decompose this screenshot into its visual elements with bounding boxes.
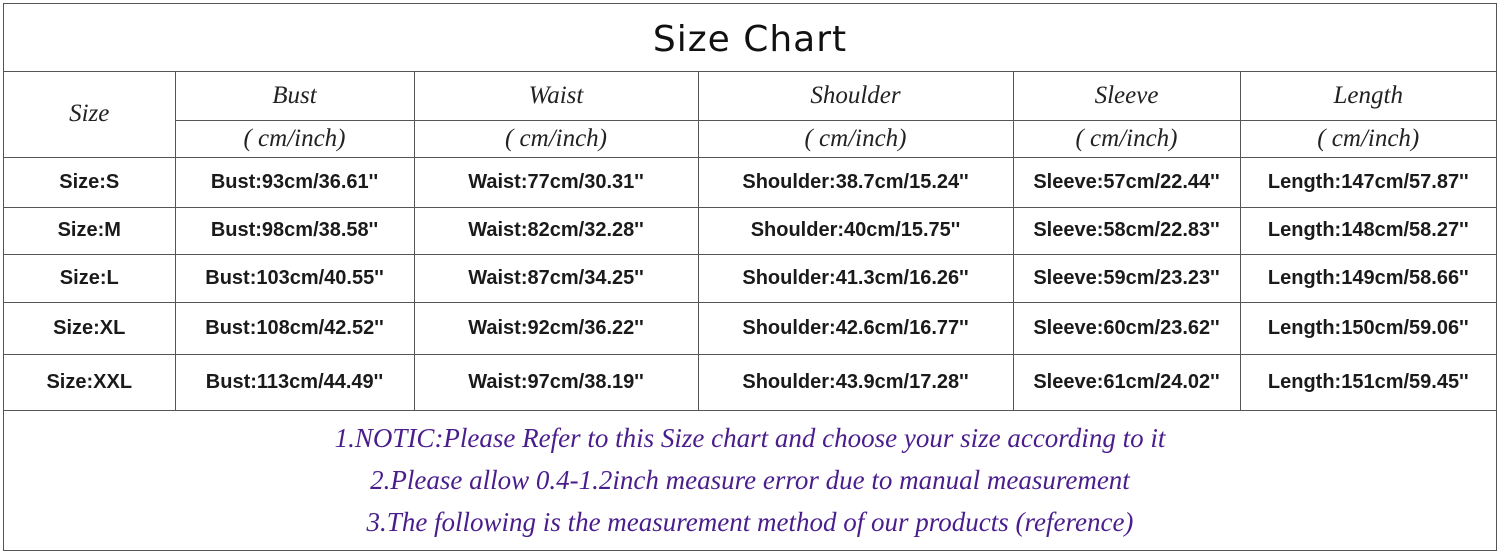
sleeve-cell: Sleeve:58cm/22.83''	[1012, 206, 1241, 255]
bust-cell: Bust:93cm/36.61''	[174, 156, 415, 208]
unit-label: ( cm/inch)	[1012, 119, 1241, 158]
size-table: Size Bust Waist Shoulder Sleeve Length (…	[4, 72, 1496, 411]
shoulder-cell: Shoulder:42.6cm/16.77''	[697, 301, 1014, 355]
size-chart: Size Chart Size Bust Waist Shoulder Slee…	[3, 3, 1497, 551]
header-size: Size	[4, 72, 176, 158]
sleeve-cell: Sleeve:61cm/24.02''	[1012, 353, 1241, 411]
bust-cell: Bust:103cm/40.55''	[174, 253, 415, 303]
length-cell: Length:147cm/57.87''	[1239, 156, 1496, 208]
waist-cell: Waist:77cm/30.31''	[413, 156, 699, 208]
sleeve-cell: Sleeve:59cm/23.23''	[1012, 253, 1241, 303]
header-waist: Waist	[413, 72, 699, 121]
header-shoulder: Shoulder	[697, 72, 1014, 121]
note-2: 2.Please allow 0.4-1.2inch measure error…	[370, 464, 1130, 495]
waist-cell: Waist:82cm/32.28''	[413, 206, 699, 255]
length-cell: Length:151cm/59.45''	[1239, 353, 1496, 411]
header-sleeve: Sleeve	[1012, 72, 1241, 121]
shoulder-cell: Shoulder:40cm/15.75''	[697, 206, 1014, 255]
unit-label: ( cm/inch)	[413, 119, 699, 158]
notes-section: 1.NOTIC:Please Refer to this Size chart …	[4, 411, 1496, 543]
unit-label: ( cm/inch)	[175, 119, 415, 158]
shoulder-cell: Shoulder:38.7cm/15.24''	[697, 156, 1014, 208]
bust-cell: Bust:98cm/38.58''	[174, 206, 415, 255]
table-row: Size:L Bust:103cm/40.55'' Waist:87cm/34.…	[4, 253, 1496, 303]
size-cell: Size:L	[4, 253, 176, 303]
unit-label: ( cm/inch)	[697, 119, 1014, 158]
shoulder-cell: Shoulder:41.3cm/16.26''	[697, 253, 1014, 303]
length-cell: Length:149cm/58.66''	[1239, 253, 1496, 303]
waist-cell: Waist:97cm/38.19''	[413, 353, 699, 411]
waist-cell: Waist:92cm/36.22''	[413, 301, 699, 355]
unit-label: ( cm/inch)	[1239, 119, 1496, 158]
size-cell: Size:S	[4, 156, 176, 208]
bust-cell: Bust:113cm/44.49''	[174, 353, 415, 411]
header-length: Length	[1239, 72, 1496, 121]
chart-title: Size Chart	[4, 4, 1496, 72]
length-cell: Length:148cm/58.27''	[1239, 206, 1496, 255]
size-cell: Size:XL	[4, 301, 176, 355]
sleeve-cell: Sleeve:60cm/23.62''	[1012, 301, 1241, 355]
length-cell: Length:150cm/59.06''	[1239, 301, 1496, 355]
table-row: Size:M Bust:98cm/38.58'' Waist:82cm/32.2…	[4, 206, 1496, 255]
note-1: 1.NOTIC:Please Refer to this Size chart …	[334, 422, 1166, 453]
header-bust: Bust	[174, 72, 415, 121]
sleeve-cell: Sleeve:57cm/22.44''	[1012, 156, 1241, 208]
table-row: Size:XXL Bust:113cm/44.49'' Waist:97cm/3…	[4, 353, 1496, 411]
table-row: Size:XL Bust:108cm/42.52'' Waist:92cm/36…	[4, 301, 1496, 355]
bust-cell: Bust:108cm/42.52''	[174, 301, 415, 355]
waist-cell: Waist:87cm/34.25''	[413, 253, 699, 303]
table-row: Size:S Bust:93cm/36.61'' Waist:77cm/30.3…	[4, 156, 1496, 208]
shoulder-cell: Shoulder:43.9cm/17.28''	[697, 353, 1014, 411]
size-cell: Size:XXL	[4, 353, 176, 411]
note-3: 3.The following is the measurement metho…	[366, 506, 1134, 537]
size-cell: Size:M	[4, 206, 176, 255]
